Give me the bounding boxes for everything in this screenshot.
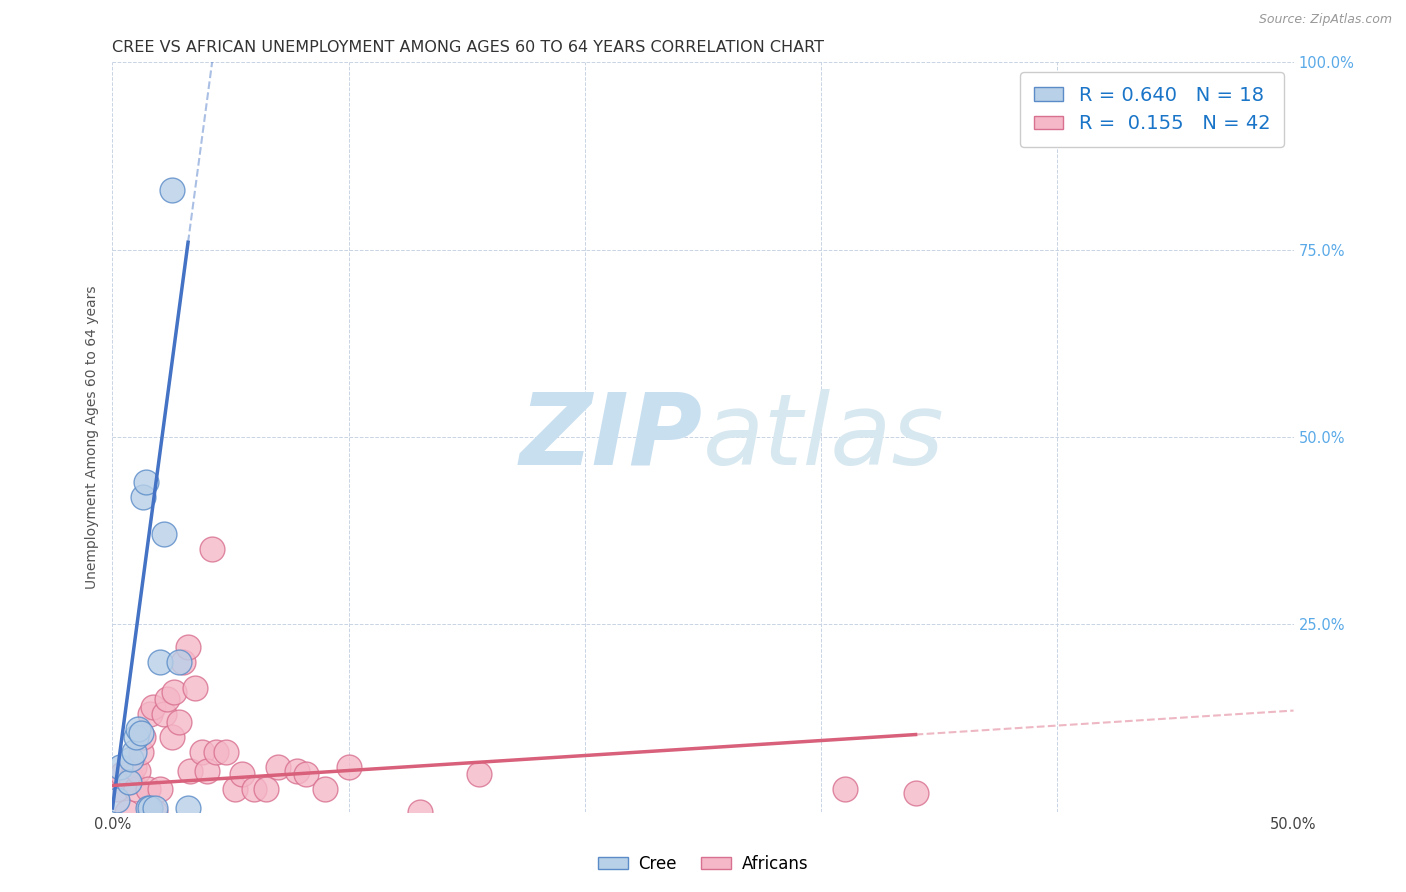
Point [125,782,148,797]
Point [135,475,157,489]
Point [129,726,152,740]
Point [904,786,927,800]
Point [205,745,228,759]
Point [139,801,162,815]
Point [191,745,214,759]
Point [177,640,200,654]
Text: Source: ZipAtlas.com: Source: ZipAtlas.com [1258,13,1392,27]
Legend: Cree, Africans: Cree, Africans [592,848,814,880]
Point [118,774,141,789]
Point [156,692,179,706]
Y-axis label: Unemployment Among Ages 60 to 64 years: Unemployment Among Ages 60 to 64 years [86,285,100,589]
Point [467,767,489,781]
Point [111,767,134,781]
Point [143,801,166,815]
Point [153,707,176,722]
Point [201,542,224,557]
Point [105,782,128,797]
Text: CREE VS AFRICAN UNEMPLOYMENT AMONG AGES 60 TO 64 YEARS CORRELATION CHART: CREE VS AFRICAN UNEMPLOYMENT AMONG AGES … [112,40,824,55]
Point [153,527,176,541]
Legend: R = 0.640   N = 18, R =  0.155   N = 42: R = 0.640 N = 18, R = 0.155 N = 42 [1021,72,1284,147]
Point [167,714,190,729]
Point [195,764,218,778]
Point [243,782,266,797]
Point [142,699,165,714]
Point [160,730,183,744]
Point [118,774,141,789]
Point [172,655,194,669]
Point [834,782,856,797]
Point [167,655,190,669]
Text: ZIP: ZIP [520,389,703,485]
Point [314,782,336,797]
Point [129,745,152,759]
Point [125,730,148,744]
Point [285,764,308,778]
Point [179,764,201,778]
Text: atlas: atlas [703,389,945,485]
Point [184,681,207,695]
Point [105,793,128,807]
Point [231,767,253,781]
Point [224,782,246,797]
Point [337,760,360,774]
Point [132,490,155,504]
Point [160,183,183,197]
Point [254,782,277,797]
Point [122,745,145,759]
Point [120,771,142,785]
Point [295,767,318,781]
Point [132,730,155,744]
Point [139,707,162,722]
Point [108,760,131,774]
Point [122,760,145,774]
Point [177,801,200,815]
Point [149,782,172,797]
Point [408,805,430,819]
Point [267,760,290,774]
Point [115,805,138,819]
Point [136,782,159,797]
Point [163,685,186,699]
Point [120,752,142,766]
Point [127,723,149,737]
Point [215,745,238,759]
Point [149,655,172,669]
Point [136,801,159,815]
Point [127,764,149,778]
Point [143,805,166,819]
